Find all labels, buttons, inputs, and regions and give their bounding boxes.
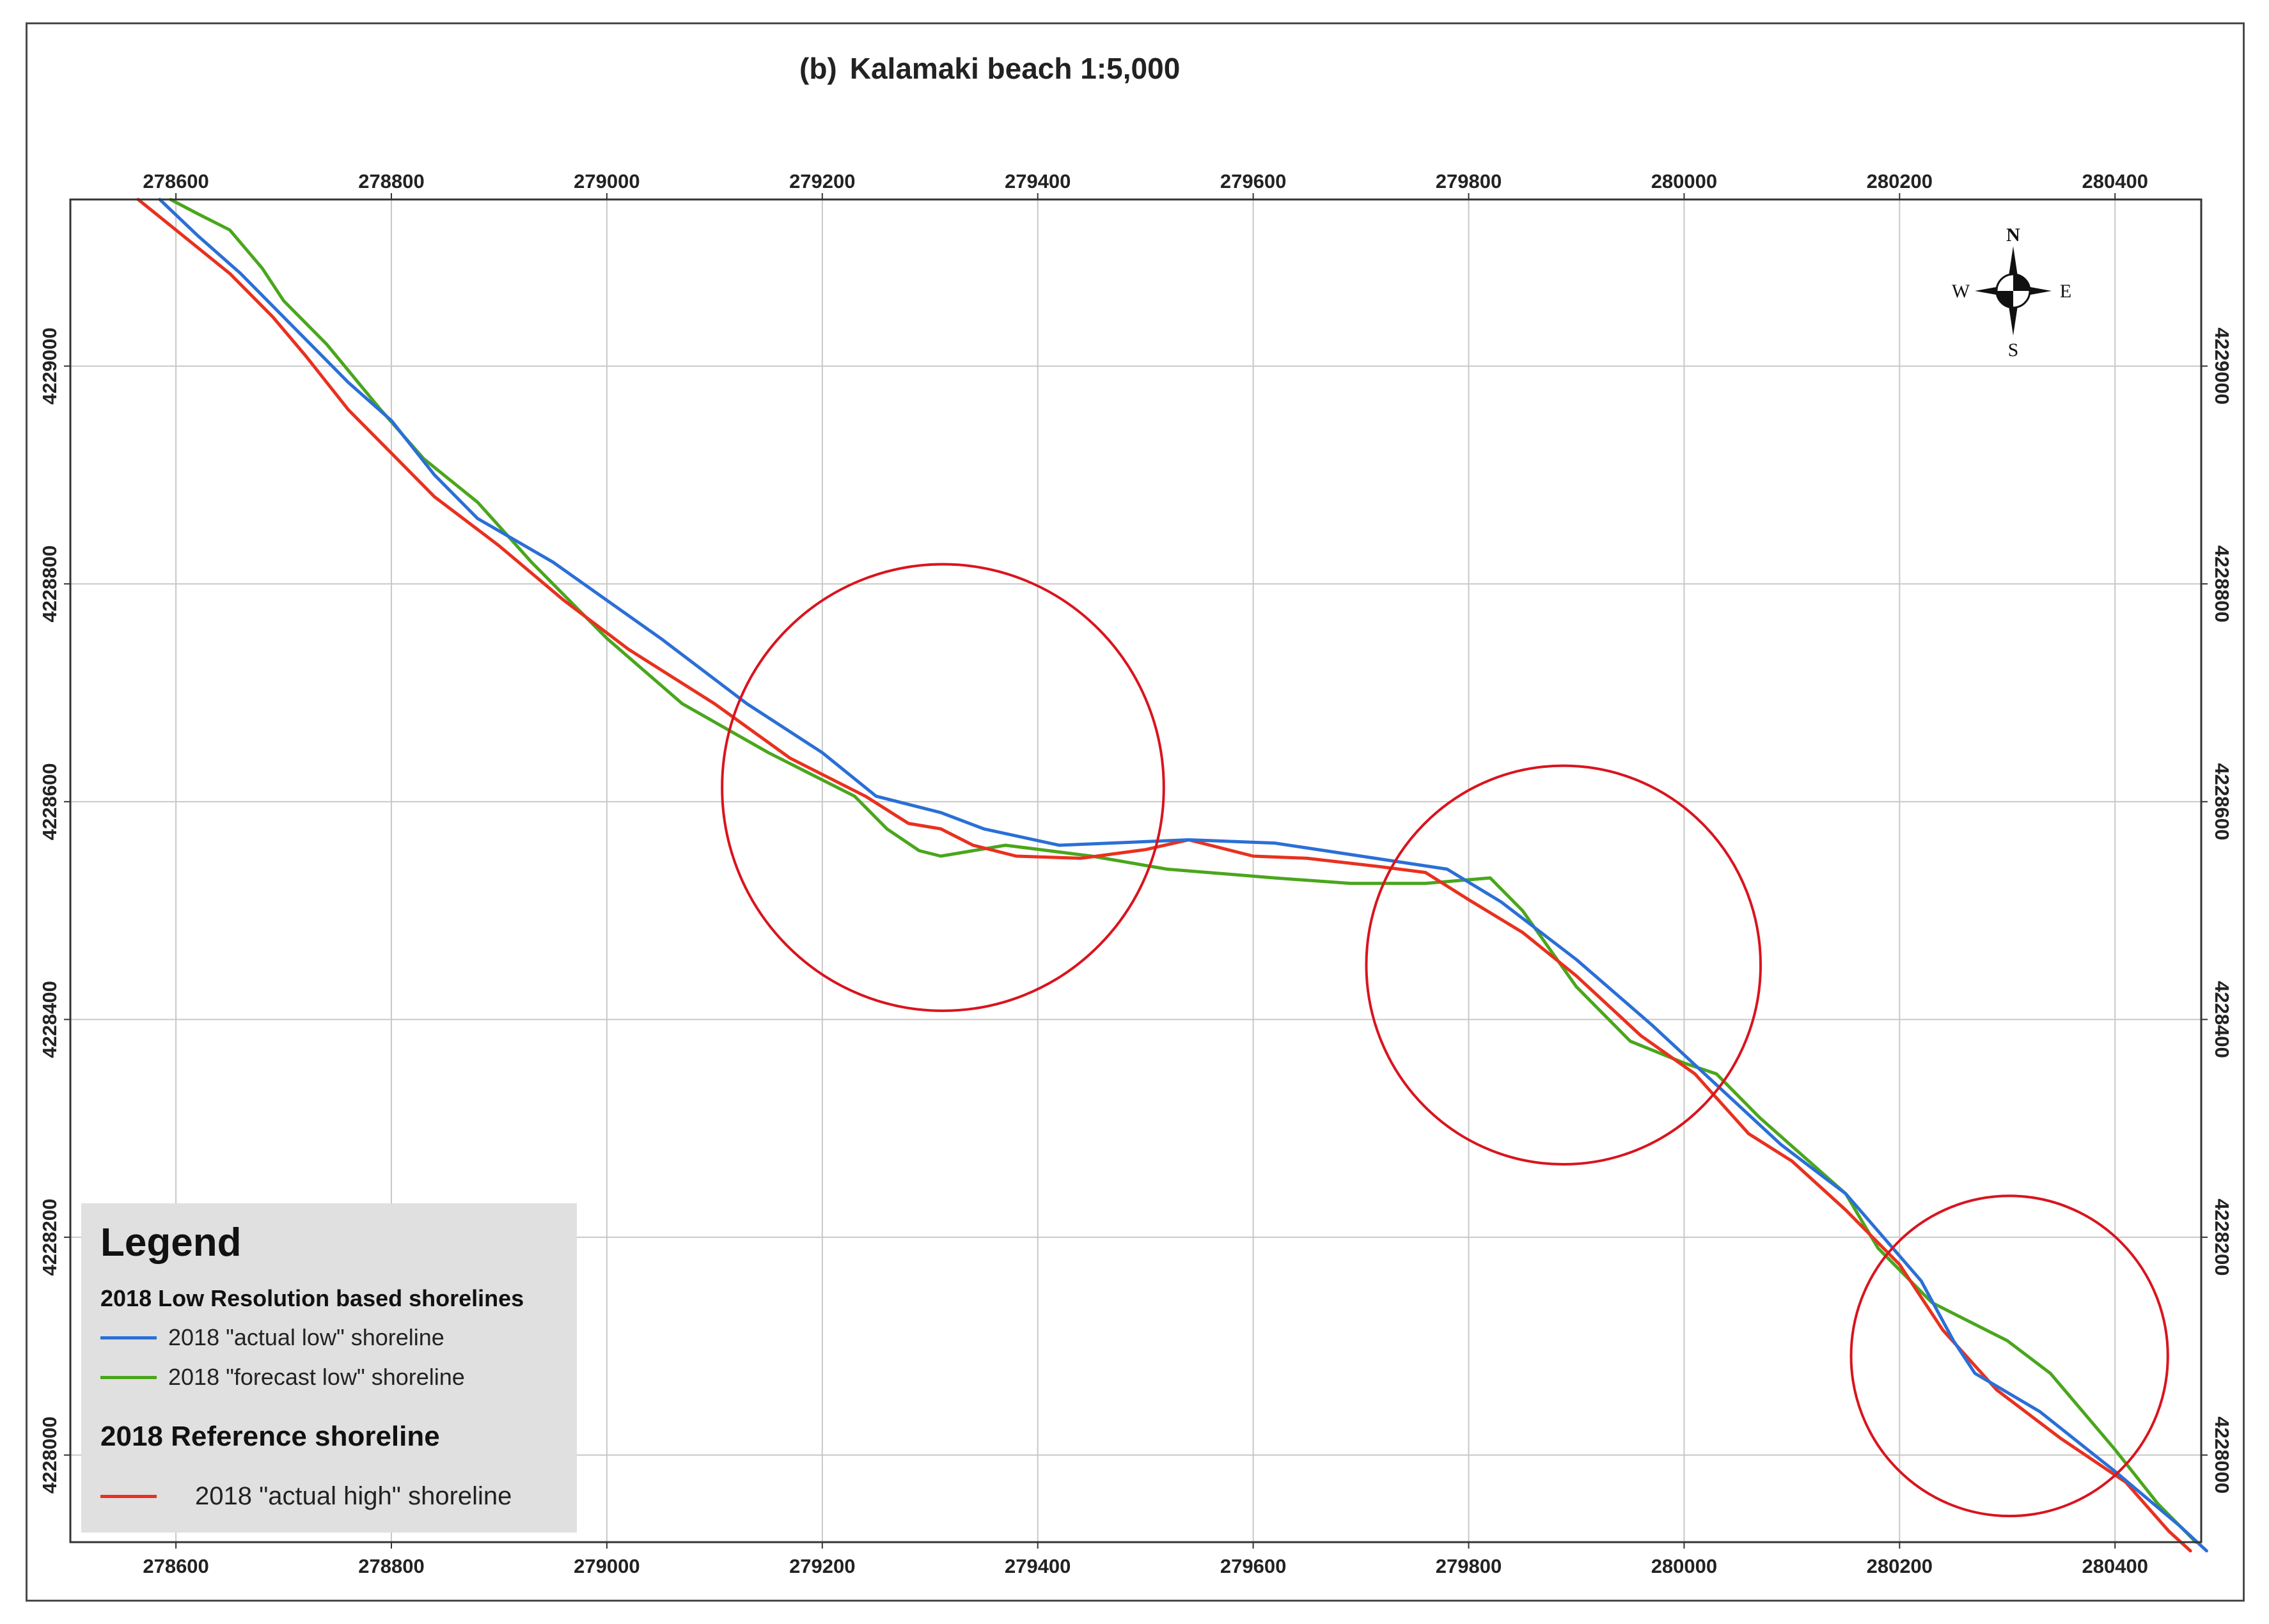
y-tick-label-left: 4228200 (38, 1199, 61, 1276)
legend-label-actual-high: 2018 "actual high" shoreline (195, 1481, 512, 1510)
map-frame (69, 198, 2202, 1543)
panel-label: (b) (799, 52, 837, 85)
legend-label-actual-low: 2018 "actual low" shoreline (168, 1324, 444, 1350)
x-tick-label-bottom: 279800 (1436, 1555, 1502, 1577)
x-tick-label-bottom: 279000 (574, 1555, 640, 1577)
x-tick-label-top: 279800 (1436, 170, 1502, 192)
legend-group-low-resolution: 2018 Low Resolution based shorelines (100, 1285, 524, 1311)
legend-item-actual-high: 2018 "actual high" shoreline (100, 1480, 512, 1512)
y-tick-label-left: 4228600 (38, 763, 61, 841)
x-tick-label-bottom: 279600 (1220, 1555, 1286, 1577)
y-tick-label-right: 4229000 (2211, 327, 2233, 405)
y-tick-label-right: 4228200 (2211, 1199, 2233, 1276)
y-tick-label-left: 4229000 (38, 327, 61, 405)
north-arrow-icon: N S W E (1952, 224, 2071, 361)
x-tick-label-top: 279000 (574, 170, 640, 192)
legend-label-forecast-low: 2018 "forecast low" shoreline (168, 1364, 465, 1390)
x-tick-label-bottom: 280200 (1867, 1555, 1933, 1577)
legend-item-forecast-low: 2018 "forecast low" shoreline (100, 1361, 465, 1393)
y-tick-label-right: 4228000 (2211, 1416, 2233, 1494)
y-tick-label-right: 4228400 (2211, 981, 2233, 1058)
x-tick-label-bottom: 279200 (789, 1555, 855, 1577)
legend: Legend 2018 Low Resolution based shoreli… (81, 1203, 577, 1533)
x-tick-label-bottom: 278800 (358, 1555, 424, 1577)
x-tick-label-top: 280400 (2082, 170, 2148, 192)
shoreline-layer (136, 198, 2208, 1553)
x-tick-label-bottom: 280000 (1651, 1555, 1717, 1577)
highlight-circle-2 (1365, 764, 1763, 1166)
highlight-circle-3 (1849, 1194, 2169, 1518)
legend-title: Legend (100, 1221, 242, 1265)
highlight-circles (721, 563, 2169, 1518)
tick-labels: 278600 278600 278800 278800 279000 279000 2792… (38, 170, 2233, 1577)
actual-high-shoreline (136, 198, 2192, 1553)
y-tick-label-left: 4228400 (38, 981, 61, 1058)
legend-swatch-actual-high (100, 1494, 157, 1498)
x-tick-label-top: 279600 (1220, 170, 1286, 192)
legend-group-reference: 2018 Reference shoreline (100, 1421, 440, 1452)
legend-swatch-forecast-low (100, 1375, 157, 1379)
page-frame (26, 22, 2245, 1602)
x-tick-label-top: 280200 (1867, 170, 1933, 192)
legend-item-actual-low: 2018 "actual low" shoreline (100, 1322, 444, 1354)
legend-swatch-actual-low (100, 1336, 157, 1339)
highlight-circle-1 (721, 563, 1165, 1012)
compass-south-label: S (2008, 340, 2019, 361)
actual-low-shoreline (158, 198, 2208, 1553)
compass-west-label: W (1952, 281, 1970, 302)
x-tick-label-top: 280000 (1651, 170, 1717, 192)
grid-layer (70, 199, 2201, 1542)
x-tick-label-top: 278800 (358, 170, 424, 192)
map-title: (b) Kalamaki beach 1:5,000 (799, 51, 1193, 86)
x-tick-label-top: 279200 (789, 170, 855, 192)
x-tick-label-top: 278600 (143, 170, 208, 192)
compass-north-label: N (2006, 224, 2020, 246)
y-tick-label-left: 4228800 (38, 545, 61, 623)
x-tick-label-top: 279400 (1005, 170, 1071, 192)
y-tick-label-right: 4228600 (2211, 763, 2233, 841)
title-text: Kalamaki beach 1:5,000 (849, 52, 1181, 85)
y-tick-label-left: 4228000 (38, 1416, 61, 1494)
x-tick-label-bottom: 280400 (2082, 1555, 2148, 1577)
x-tick-label-bottom: 278600 (143, 1555, 208, 1577)
compass-east-label: E (2060, 281, 2071, 302)
x-tick-label-bottom: 279400 (1005, 1555, 1071, 1577)
y-tick-label-right: 4228800 (2211, 545, 2233, 623)
